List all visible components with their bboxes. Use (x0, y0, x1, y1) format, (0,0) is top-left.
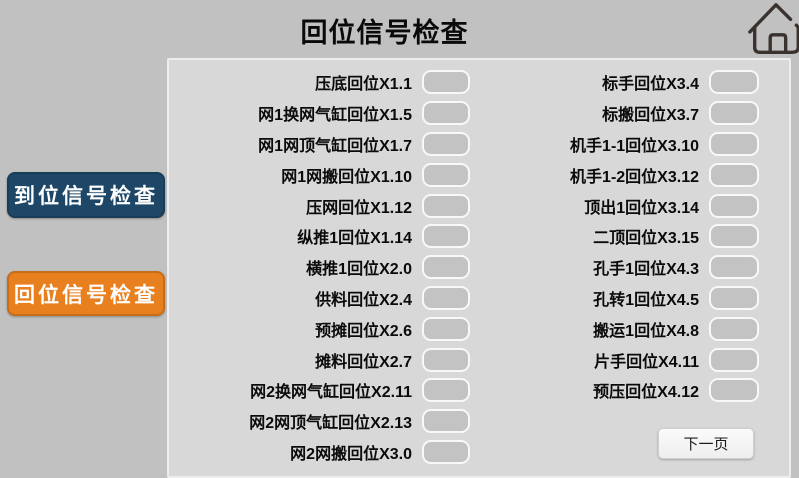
signal-row: 孔转1回位X4.5 (469, 283, 759, 314)
signal-column-left: 压底回位X1.1 网1换网气缸回位X1.5 网1网顶气缸回位X1.7 网1网搬回位X1… (179, 67, 470, 467)
signal-row: 搬运1回位X4.8 (469, 313, 759, 344)
signal-indicator (422, 224, 470, 249)
signal-indicator (422, 193, 470, 218)
signal-label: 预压回位X4.12 (593, 384, 699, 402)
signal-row: 标搬回位X3.7 (469, 98, 759, 129)
signal-indicator (709, 255, 759, 280)
signal-row: 供料回位X2.4 (179, 283, 470, 314)
signal-row: 二顶回位X3.15 (469, 221, 759, 252)
signal-label: 二顶回位X3.15 (593, 230, 699, 248)
sidebar-button-return-signal-check[interactable]: 回位信号检查 (7, 271, 165, 316)
signal-indicator (709, 316, 759, 341)
signal-column-right: 标手回位X3.4 标搬回位X3.7 机手1-1回位X3.10 机手1-2回位X3.12… (469, 67, 759, 406)
signal-row: 预压回位X4.12 (469, 375, 759, 406)
signal-label: 网2换网气缸回位X2.11 (250, 384, 412, 402)
signal-label: 标手回位X3.4 (602, 76, 699, 94)
signal-row: 网2换网气缸回位X2.11 (179, 375, 470, 406)
signal-row: 片手回位X4.11 (469, 344, 759, 375)
signal-row: 网1换网气缸回位X1.5 (179, 98, 470, 129)
signal-row: 摊料回位X2.7 (179, 344, 470, 375)
signal-indicator (422, 255, 470, 280)
signal-indicator (709, 70, 759, 95)
signal-row: 孔手1回位X4.3 (469, 252, 759, 283)
signal-row: 横推1回位X2.0 (179, 252, 470, 283)
signal-label: 供料回位X2.4 (315, 291, 412, 309)
signal-label: 标搬回位X3.7 (602, 107, 699, 125)
signal-label: 网1网顶气缸回位X1.7 (258, 137, 412, 155)
signal-row: 机手1-1回位X3.10 (469, 129, 759, 160)
signal-row: 纵推1回位X1.14 (179, 221, 470, 252)
signal-label: 摊料回位X2.7 (315, 353, 412, 371)
signal-label: 搬运1回位X4.8 (593, 322, 699, 340)
page-title: 回位信号检查 (300, 18, 469, 48)
signal-label: 机手1-1回位X3.10 (570, 137, 699, 155)
signal-indicator (422, 131, 470, 156)
signal-row: 标手回位X3.4 (469, 67, 759, 98)
signal-label: 横推1回位X2.0 (306, 261, 412, 279)
signal-label: 预摊回位X2.6 (315, 322, 412, 340)
signal-indicator (709, 285, 759, 310)
signal-row: 网2网顶气缸回位X2.13 (179, 406, 470, 437)
home-button[interactable] (741, 0, 799, 60)
signal-indicator (422, 409, 470, 434)
signal-label: 网2网搬回位X3.0 (290, 445, 412, 463)
signal-label: 片手回位X4.11 (594, 353, 699, 371)
signal-row: 顶出1回位X3.14 (469, 190, 759, 221)
signal-indicator (709, 347, 759, 372)
signal-row: 预摊回位X2.6 (179, 313, 470, 344)
signal-indicator (709, 378, 759, 403)
home-icon (748, 3, 799, 54)
signal-label: 网2网顶气缸回位X2.13 (249, 415, 412, 433)
signal-label: 纵推1回位X1.14 (297, 230, 412, 248)
signal-indicator (709, 224, 759, 249)
signal-indicator (422, 101, 470, 126)
signal-indicator (709, 193, 759, 218)
signal-indicator (422, 316, 470, 341)
signal-label: 网1换网气缸回位X1.5 (258, 107, 412, 125)
signal-label: 机手1-2回位X3.12 (570, 168, 699, 186)
sidebar-button-arrival-signal-check[interactable]: 到位信号检查 (7, 172, 165, 218)
signal-label: 顶出1回位X3.14 (584, 199, 699, 217)
signal-indicator (709, 162, 759, 187)
signal-label: 孔手1回位X4.3 (593, 261, 699, 279)
signal-indicator (422, 439, 470, 464)
signal-label: 压底回位X1.1 (315, 76, 412, 94)
next-page-button[interactable]: 下一页 (658, 428, 754, 459)
signal-row: 机手1-2回位X3.12 (469, 159, 759, 190)
signal-label: 压网回位X1.12 (306, 199, 412, 217)
signal-row: 网1网搬回位X1.10 (179, 159, 470, 190)
signal-row: 压底回位X1.1 (179, 67, 470, 98)
signal-row: 压网回位X1.12 (179, 190, 470, 221)
signal-row: 网1网顶气缸回位X1.7 (179, 129, 470, 160)
signal-label: 孔转1回位X4.5 (593, 291, 699, 309)
signal-panel: 压底回位X1.1 网1换网气缸回位X1.5 网1网顶气缸回位X1.7 网1网搬回位X1… (167, 58, 791, 478)
signal-indicator (422, 70, 470, 95)
signal-label: 网1网搬回位X1.10 (281, 168, 412, 186)
signal-indicator (709, 131, 759, 156)
signal-indicator (422, 347, 470, 372)
signal-indicator (709, 101, 759, 126)
signal-row: 网2网搬回位X3.0 (179, 437, 470, 468)
signal-indicator (422, 162, 470, 187)
signal-indicator (422, 285, 470, 310)
signal-indicator (422, 378, 470, 403)
